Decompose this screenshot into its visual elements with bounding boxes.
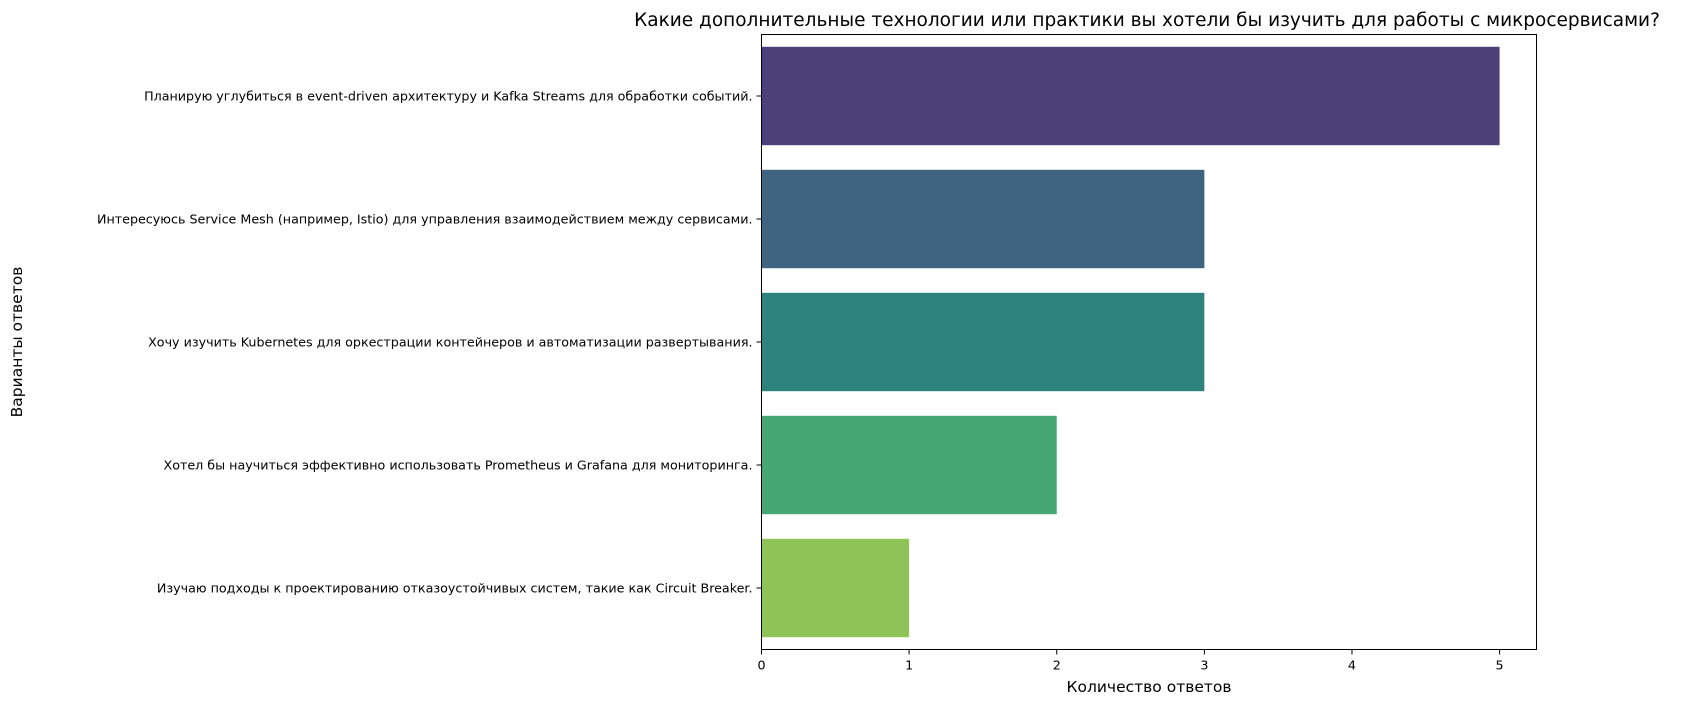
plot-frame: [761, 34, 1537, 650]
x-tick-label: 0: [757, 658, 765, 673]
x-tick-label: 2: [1053, 658, 1061, 673]
bar-5: [761, 538, 910, 638]
x-tick-label: 1: [905, 658, 913, 673]
y-tick-label: Хотел бы научиться эффективно использова…: [164, 458, 753, 473]
y-tick-label: Изучаю подходы к проектированию отказоус…: [157, 581, 753, 596]
y-tick-label: Интересуюсь Service Mesh (например, Isti…: [97, 212, 753, 227]
y-axis-label: Варианты ответов: [8, 267, 26, 418]
bar-3: [761, 292, 1205, 392]
bar-1: [761, 46, 1500, 146]
x-axis-label: Количество ответов: [1066, 678, 1231, 696]
x-tick-label: 4: [1348, 658, 1356, 673]
bar-4: [761, 415, 1057, 515]
y-tick-label: Планирую углубиться в event-driven архит…: [144, 89, 752, 104]
x-tick-label: 3: [1200, 658, 1208, 673]
bar-2: [761, 169, 1205, 269]
chart-title: Какие дополнительные технологии или прак…: [634, 10, 1660, 31]
x-tick-label: 5: [1496, 658, 1504, 673]
y-tick-label: Хочу изучить Kubernetes для оркестрации …: [148, 335, 752, 350]
